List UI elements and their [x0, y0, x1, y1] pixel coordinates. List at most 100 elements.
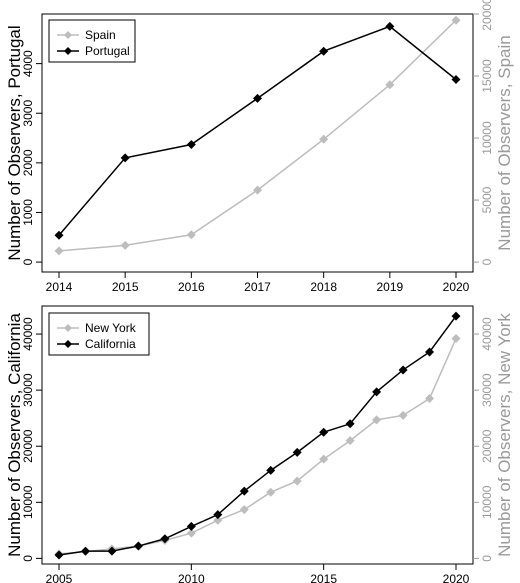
- y-left-tick-label: 40000: [21, 317, 35, 351]
- y-left-tick-label: 2000: [21, 149, 35, 176]
- x-tick-label: 2019: [376, 280, 403, 294]
- y-right-tick-label: 10000: [480, 485, 494, 519]
- series-group: [54, 311, 461, 560]
- legend-marker-california: [64, 340, 72, 348]
- legend: New York California: [48, 312, 150, 356]
- y-right-tick-label: 0: [480, 555, 494, 562]
- y-right-tick-label: 10000: [480, 121, 494, 155]
- y-axis-left: 0 1000 2000 3000 4000: [21, 50, 42, 265]
- x-axis: 2014 2015 2016 2017 2018 2019 2020: [46, 272, 470, 294]
- data-point-california: [319, 427, 329, 437]
- data-point-new-york: [319, 454, 329, 464]
- x-tick-label: 2010: [178, 572, 205, 583]
- data-point-spain: [451, 15, 461, 25]
- legend-marker-portugal: [64, 47, 72, 55]
- data-point-portugal: [186, 139, 196, 149]
- y-left-tick-label: 1000: [21, 199, 35, 226]
- data-point-new-york: [425, 394, 435, 404]
- x-tick-label: 2014: [46, 280, 73, 294]
- data-point-portugal: [120, 153, 130, 163]
- series-line-new-york: [58, 338, 457, 555]
- y-axis-left: 0 10000 20000 30000 40000: [21, 317, 42, 562]
- y-left-tick-label: 0: [21, 258, 35, 265]
- x-tick-label: 2020: [443, 572, 470, 583]
- x-tick-label: 2018: [310, 280, 337, 294]
- legend-label-spain: Spain: [85, 28, 116, 42]
- data-point-spain: [186, 230, 196, 240]
- y-right-tick-label: 30000: [480, 373, 494, 407]
- data-point-new-york: [372, 415, 382, 425]
- data-point-spain: [54, 246, 64, 256]
- plot-frame: [41, 305, 474, 565]
- data-point-portugal: [319, 46, 329, 56]
- series-line-california: [58, 315, 457, 556]
- data-point-spain: [253, 185, 262, 195]
- y-right-tick-label: 20000: [480, 429, 494, 463]
- x-tick-label: 2005: [46, 572, 73, 583]
- x-tick-label: 2020: [443, 280, 470, 294]
- data-point-california: [133, 541, 143, 551]
- data-point-new-york: [239, 505, 249, 515]
- x-tick-label: 2017: [244, 280, 271, 294]
- data-point-california: [292, 447, 302, 457]
- y-right-tick-label: 20000: [480, 0, 494, 31]
- data-point-california: [160, 534, 170, 544]
- y-right-tick-label: 40000: [480, 317, 494, 351]
- data-point-california: [80, 546, 90, 556]
- data-point-spain: [385, 80, 395, 90]
- legend-label-new-york: New York: [85, 321, 137, 335]
- data-point-new-york: [213, 515, 223, 525]
- data-point-california: [398, 365, 408, 375]
- data-point-california: [107, 546, 117, 556]
- legend-box: [48, 19, 136, 63]
- legend: Spain Portugal: [48, 19, 136, 63]
- x-axis: 2005 2010 2015 2020: [46, 564, 470, 583]
- y-left-tick-label: 20000: [21, 429, 35, 463]
- legend-box: [48, 312, 150, 356]
- data-point-portugal: [385, 21, 395, 31]
- y-left-tick-label: 4000: [21, 50, 35, 77]
- chart-panel-california-newyork: 2005 2010 2015 2020 0 10000 20000 30000 40000 0…: [5, 305, 514, 583]
- legend-label-california: California: [85, 337, 136, 351]
- y-axis-right-label: Number of Observers, New York: [495, 313, 514, 557]
- data-point-new-york: [292, 476, 302, 486]
- data-point-new-york: [186, 528, 196, 538]
- legend-marker-spain: [64, 31, 72, 39]
- y-right-tick-label: 5000: [480, 186, 494, 213]
- y-axis-left-label: Number of Observers, Portugal: [5, 25, 24, 260]
- data-point-california: [186, 521, 196, 531]
- x-tick-label: 2016: [178, 280, 205, 294]
- data-point-california: [425, 347, 435, 357]
- data-point-california: [266, 465, 276, 475]
- y-axis-right: 0 10000 20000 30000 40000: [473, 317, 494, 562]
- y-axis-right: 0 5000 10000 15000 20000: [473, 0, 494, 265]
- data-point-california: [372, 387, 382, 397]
- chart-panel-portugal-spain: 2014 2015 2016 2017 2018 2019 2020 0 1000 2000 30…: [5, 0, 514, 294]
- data-point-california: [345, 419, 355, 429]
- data-point-california: [239, 486, 249, 496]
- data-point-new-york: [398, 410, 408, 420]
- data-point-spain: [120, 240, 130, 250]
- series-group: [54, 15, 461, 256]
- data-point-new-york: [266, 487, 276, 497]
- y-right-tick-label: 0: [480, 258, 494, 265]
- y-axis-right-label: Number of Observers, Spain: [495, 35, 514, 250]
- y-left-tick-label: 10000: [21, 485, 35, 519]
- data-point-portugal: [54, 230, 64, 240]
- data-point-portugal: [451, 74, 461, 84]
- data-point-new-york: [345, 436, 355, 446]
- y-left-tick-label: 3000: [21, 100, 35, 127]
- data-point-spain: [319, 134, 329, 144]
- y-axis-left-label: Number of Observers, California: [5, 313, 24, 557]
- x-tick-label: 2015: [112, 280, 139, 294]
- data-point-california: [451, 311, 461, 321]
- legend-marker-new-york: [64, 324, 72, 332]
- x-tick-label: 2015: [310, 572, 337, 583]
- legend-label-portugal: Portugal: [85, 44, 130, 58]
- data-point-california: [54, 550, 64, 560]
- y-left-tick-label: 0: [21, 555, 35, 562]
- data-point-california: [213, 510, 223, 520]
- y-right-tick-label: 15000: [480, 59, 494, 93]
- data-point-portugal: [253, 93, 262, 103]
